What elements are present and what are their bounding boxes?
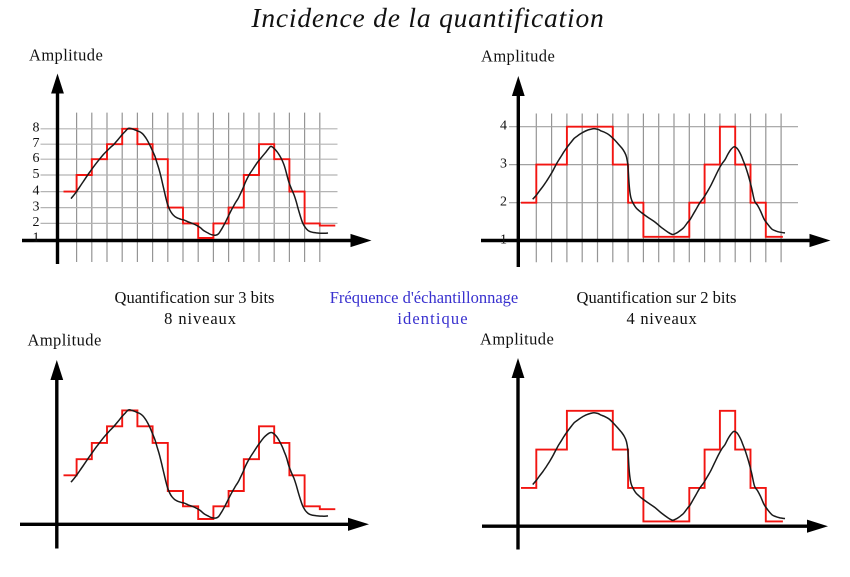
svg-text:identique: identique bbox=[397, 309, 468, 328]
svg-text:4: 4 bbox=[33, 183, 40, 198]
svg-text:6: 6 bbox=[33, 151, 40, 166]
svg-text:1: 1 bbox=[33, 231, 40, 246]
svg-text:Quantification sur 2 bits: Quantification sur 2 bits bbox=[577, 288, 737, 307]
svg-text:2: 2 bbox=[500, 195, 507, 210]
svg-text:Quantification sur 3 bits: Quantification sur 3 bits bbox=[115, 288, 275, 307]
svg-text:3: 3 bbox=[500, 156, 507, 171]
svg-text:8 niveaux: 8 niveaux bbox=[164, 309, 237, 328]
svg-text:5: 5 bbox=[33, 167, 40, 182]
svg-text:4: 4 bbox=[500, 119, 507, 134]
svg-text:1: 1 bbox=[500, 232, 507, 247]
svg-text:2: 2 bbox=[33, 215, 40, 230]
svg-text:Fréquence d'échantillonnage: Fréquence d'échantillonnage bbox=[330, 288, 519, 307]
svg-text:Amplitude: Amplitude bbox=[29, 46, 103, 65]
svg-text:Amplitude: Amplitude bbox=[480, 330, 554, 349]
svg-text:4 niveaux: 4 niveaux bbox=[627, 309, 698, 328]
svg-text:7: 7 bbox=[33, 136, 40, 151]
svg-text:3: 3 bbox=[33, 199, 40, 214]
svg-text:Amplitude: Amplitude bbox=[28, 331, 102, 350]
svg-text:8: 8 bbox=[33, 121, 40, 136]
svg-text:Amplitude: Amplitude bbox=[481, 47, 555, 66]
svg-text:Incidence de la quantification: Incidence de la quantification bbox=[250, 2, 604, 33]
